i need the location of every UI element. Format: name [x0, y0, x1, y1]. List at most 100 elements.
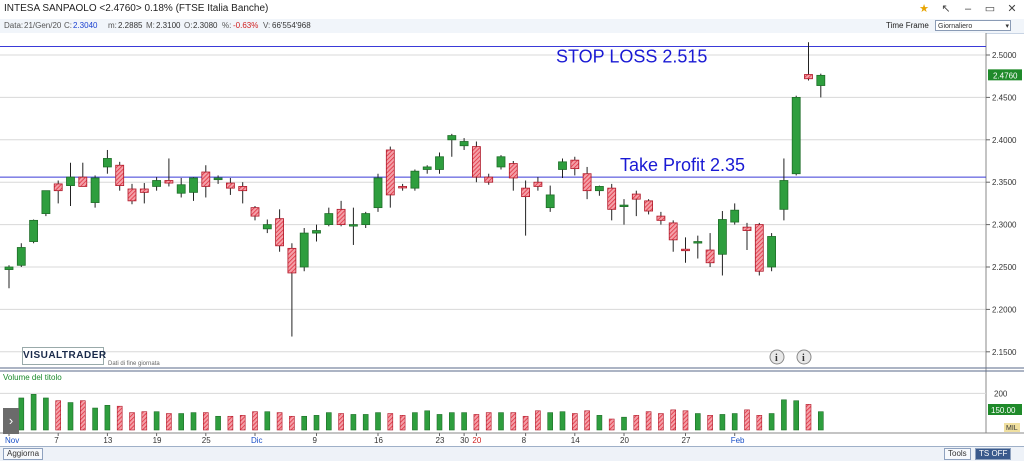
bottom-toolbar: Aggiorna Tools TS OFF [0, 446, 1024, 461]
candle-up [348, 224, 358, 227]
restore-icon[interactable]: ▭ [984, 3, 996, 15]
tools-button[interactable]: Tools [944, 448, 971, 460]
volume-bar-up [350, 414, 357, 431]
volume-bar-up [448, 412, 455, 431]
candle-up [41, 190, 51, 214]
candle-down [508, 163, 518, 179]
volume-bar-down [510, 412, 517, 431]
timeframe-value: Giornaliero [938, 23, 973, 30]
volume-bar-up [719, 414, 726, 431]
candle-up [90, 177, 100, 203]
volume-bar-up [793, 400, 800, 431]
candle-down [238, 186, 248, 192]
info-min-value: 2.2885 [118, 21, 143, 30]
candle-up [299, 232, 309, 268]
volume-bar-up [817, 411, 824, 431]
candle-down [705, 249, 715, 264]
candle-down [164, 180, 174, 184]
candle-down [570, 159, 580, 170]
volume-bar-down [129, 412, 135, 431]
volume-bar-up [498, 412, 504, 431]
candle-up [459, 141, 469, 147]
candle-down [533, 181, 543, 187]
candle-up [262, 224, 272, 230]
volume-bar-down [707, 415, 713, 431]
volume-badge-label: 150.00 [991, 406, 1016, 415]
price-tick-label: 2.1500 [992, 348, 1017, 357]
news-info-icon [769, 349, 785, 365]
favorite-star-icon[interactable]: ★ [919, 3, 929, 15]
candle-down [336, 208, 346, 225]
last-price-badge [988, 69, 1022, 81]
refresh-button[interactable]: Aggiorna [3, 448, 44, 460]
volume-bar-down [756, 415, 763, 431]
volume-bar-up [547, 412, 554, 431]
volume-bar-up [178, 413, 184, 431]
candle-up [545, 194, 555, 209]
time-tick-label: Feb [731, 436, 745, 445]
candle-down [484, 176, 494, 183]
time-tick-label: 30 [460, 436, 469, 445]
volume-tick-label: 200 [994, 389, 1008, 398]
price-chart[interactable]: 2.5000 2.4500 2.4000 2.3500 2.3000 2.2500 2.20… [0, 33, 1024, 446]
candle-up [16, 247, 26, 266]
volume-bar-up [412, 412, 418, 431]
time-tick-label: 13 [103, 436, 112, 445]
volume-bar-down [80, 400, 86, 431]
stop-loss-label: STOP LOSS 2.515 [556, 47, 707, 67]
volume-bar-down [387, 413, 394, 431]
volume-bar-up [362, 414, 369, 431]
close-icon[interactable]: ✕ [1007, 3, 1017, 15]
candle-down [78, 176, 88, 187]
time-tick-label: 27 [682, 436, 691, 445]
news-info-icon [796, 349, 812, 365]
volume-bar-down [227, 415, 234, 431]
volume-bar-up [301, 415, 308, 431]
time-axis: Nov 7 13 19 25 Dic 9 16 23 30 20 8 14 20 27 Feb [5, 433, 745, 445]
volume-bars [6, 394, 824, 431]
volume-bar-up [18, 397, 25, 431]
price-tick-label: 2.3000 [992, 221, 1017, 230]
info-pct-value: -0.63% [233, 21, 259, 30]
info-max-label: M: [146, 21, 155, 30]
minimize-icon[interactable]: – [964, 3, 972, 15]
title-bar: INTESA SANPAOLO <2.4760> 0.18% (FTSE Ita… [0, 0, 1024, 20]
time-tick-label: 23 [436, 436, 445, 445]
volume-bar-down [571, 413, 578, 431]
pin-icon[interactable]: ↖ [941, 3, 951, 15]
info-glyph: i [802, 353, 805, 364]
volume-bar-up [781, 399, 787, 431]
volume-bar-down [116, 405, 123, 431]
price-axis: 2.5000 2.4500 2.4000 2.3500 2.3000 2.2500 2.20… [986, 51, 1022, 357]
expand-panel-button[interactable]: › [3, 408, 19, 434]
candle-down [607, 187, 617, 210]
volume-bar-down [670, 409, 677, 431]
candle-up [496, 156, 506, 168]
ts-off-button[interactable]: TS OFF [975, 448, 1012, 460]
info-open-value: 2.3080 [193, 21, 218, 30]
candle-up [176, 184, 186, 194]
volume-bar-down [55, 400, 62, 431]
volume-bar-up [104, 404, 111, 431]
candle-down [582, 173, 592, 192]
mil-badge [1004, 423, 1020, 432]
chart-title: INTESA SANPAOLO <2.4760> 0.18% (FTSE Ita… [4, 3, 269, 14]
volume-bar-up [731, 413, 738, 431]
volume-bar-down [682, 410, 689, 431]
candle-down [53, 183, 63, 192]
info-date-value: 21/Gen/20 [24, 21, 62, 30]
volume-bar-up [190, 412, 197, 431]
candle-down [681, 248, 690, 252]
candle-up [4, 266, 14, 270]
volume-badge [988, 404, 1022, 415]
volume-bar-up [325, 412, 332, 431]
candle-down [668, 222, 678, 241]
volume-bar-down [289, 415, 295, 431]
candle-up [558, 161, 567, 170]
window-controls: ★ ↖ – ▭ ✕ [916, 2, 1020, 16]
price-tick-label: 2.2500 [992, 263, 1017, 272]
volume-bar-up [30, 394, 37, 431]
price-tick-label: 2.2000 [992, 305, 1017, 314]
candle-down [398, 186, 408, 189]
timeframe-select[interactable]: Giornaliero ▾ [935, 20, 1011, 31]
